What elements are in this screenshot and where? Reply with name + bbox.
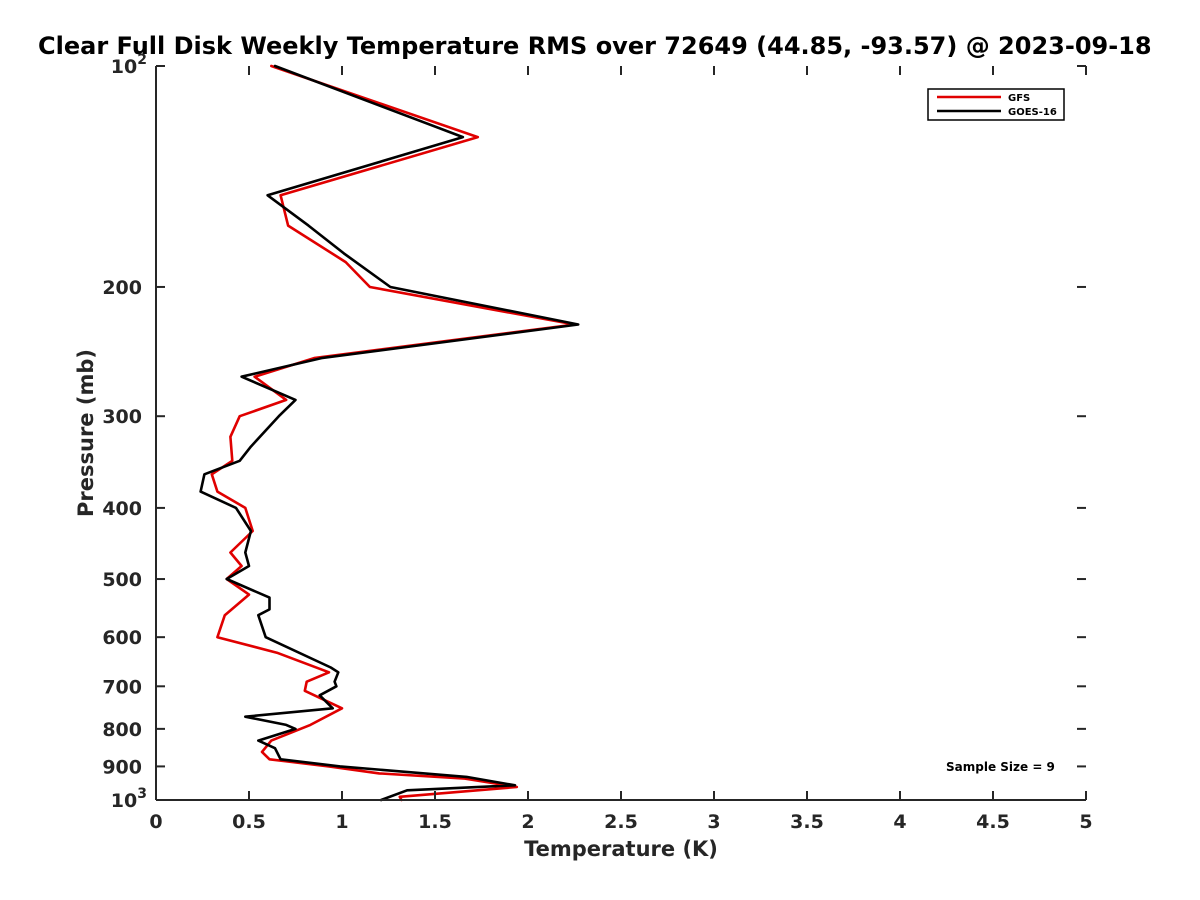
y-tick-label: 500 xyxy=(102,569,142,591)
x-tick-label: 0.5 xyxy=(232,811,266,833)
y-tick-label: 400 xyxy=(102,498,142,520)
chart-title: Clear Full Disk Weekly Temperature RMS o… xyxy=(38,32,1152,60)
x-tick-label: 4 xyxy=(893,811,906,833)
x-axis-label: Temperature (K) xyxy=(524,837,718,861)
y-tick-label: 700 xyxy=(102,676,142,698)
y-tick-exponent: 2 xyxy=(137,52,147,68)
y-tick-label: 300 xyxy=(102,406,142,428)
x-tick-label: 3.5 xyxy=(790,811,824,833)
y-tick-exponent: 3 xyxy=(137,786,147,802)
y-axis-label: Pressure (mb) xyxy=(74,349,98,517)
legend-label: GFS xyxy=(1008,93,1030,104)
x-tick-label: 1 xyxy=(335,811,348,833)
x-tick-label: 3 xyxy=(707,811,720,833)
y-tick-label: 800 xyxy=(102,719,142,741)
x-tick-label: 4.5 xyxy=(976,811,1010,833)
legend-box xyxy=(927,88,1065,121)
legend-label: GOES-16 xyxy=(1008,107,1057,118)
y-tick-label: 600 xyxy=(102,627,142,649)
sample-size-annotation: Sample Size = 9 xyxy=(946,760,1055,774)
x-axis-ticks: 0 0.5 1 1.5 2 2.5 3 3.5 4 4.5 5 xyxy=(149,66,1093,833)
x-tick-label: 2 xyxy=(521,811,534,833)
x-tick-label: 0 xyxy=(149,811,162,833)
y-tick-label: 200 xyxy=(102,277,142,299)
y-tick-label: 900 xyxy=(102,756,142,778)
series-layer xyxy=(199,64,580,802)
series-line-goes-16 xyxy=(199,64,580,802)
legend: GFS GOES-16 xyxy=(927,88,1065,121)
x-tick-label: 2.5 xyxy=(604,811,638,833)
plot-area xyxy=(156,66,1086,800)
x-tick-label: 5 xyxy=(1079,811,1092,833)
x-tick-label: 1.5 xyxy=(418,811,452,833)
